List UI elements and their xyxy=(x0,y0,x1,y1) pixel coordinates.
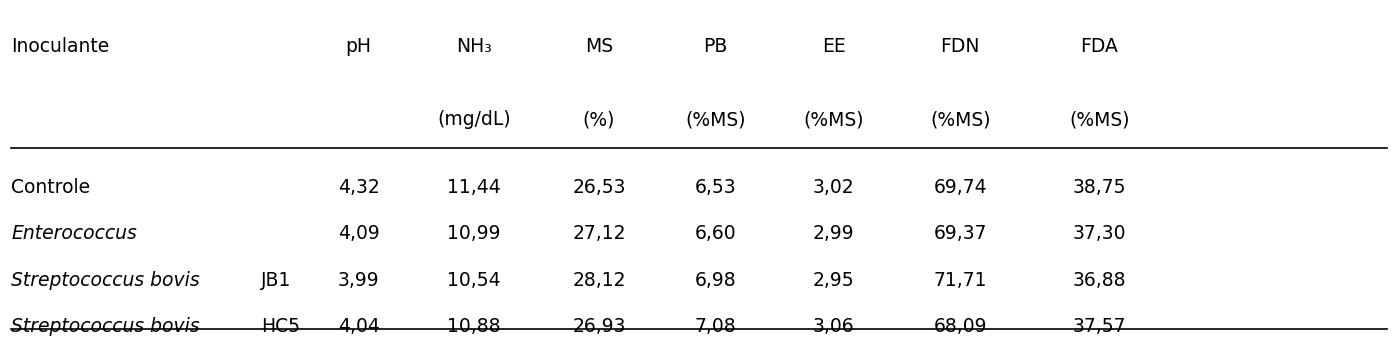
Text: MS: MS xyxy=(584,37,612,56)
Text: 6,53: 6,53 xyxy=(695,178,737,197)
Text: 2,99: 2,99 xyxy=(814,224,854,244)
Text: 6,98: 6,98 xyxy=(695,271,737,290)
Text: 28,12: 28,12 xyxy=(572,271,626,290)
Text: 26,93: 26,93 xyxy=(572,317,626,336)
Text: JB1: JB1 xyxy=(261,271,291,290)
Text: 27,12: 27,12 xyxy=(572,224,626,244)
Text: 3,99: 3,99 xyxy=(338,271,379,290)
Text: 37,30: 37,30 xyxy=(1072,224,1125,244)
Text: Controle: Controle xyxy=(11,178,91,197)
Text: 6,60: 6,60 xyxy=(695,224,737,244)
Text: 2,95: 2,95 xyxy=(814,271,854,290)
Text: 10,99: 10,99 xyxy=(447,224,500,244)
Text: 38,75: 38,75 xyxy=(1072,178,1125,197)
Text: FDN: FDN xyxy=(941,37,980,56)
Text: PB: PB xyxy=(703,37,728,56)
Text: 7,08: 7,08 xyxy=(695,317,737,336)
Text: Streptococcus bovis: Streptococcus bovis xyxy=(11,317,206,336)
Text: 69,37: 69,37 xyxy=(934,224,987,244)
Text: FDA: FDA xyxy=(1081,37,1118,56)
Text: 37,57: 37,57 xyxy=(1072,317,1125,336)
Text: Enterococcus: Enterococcus xyxy=(11,224,137,244)
Text: 69,74: 69,74 xyxy=(934,178,987,197)
Text: Streptococcus bovis: Streptococcus bovis xyxy=(11,271,206,290)
Text: 36,88: 36,88 xyxy=(1072,271,1125,290)
Text: 4,04: 4,04 xyxy=(337,317,379,336)
Text: NH₃: NH₃ xyxy=(456,37,492,56)
Text: 10,88: 10,88 xyxy=(447,317,500,336)
Text: (%MS): (%MS) xyxy=(685,110,747,129)
Text: 10,54: 10,54 xyxy=(447,271,500,290)
Text: EE: EE xyxy=(822,37,846,56)
Text: Inoculante: Inoculante xyxy=(11,37,109,56)
Text: (%MS): (%MS) xyxy=(930,110,991,129)
Text: 71,71: 71,71 xyxy=(934,271,987,290)
Text: 26,53: 26,53 xyxy=(572,178,626,197)
Text: 68,09: 68,09 xyxy=(934,317,987,336)
Text: pH: pH xyxy=(345,37,372,56)
Text: (mg/dL): (mg/dL) xyxy=(438,110,510,129)
Text: (%MS): (%MS) xyxy=(804,110,864,129)
Text: 3,06: 3,06 xyxy=(814,317,854,336)
Text: 4,09: 4,09 xyxy=(338,224,379,244)
Text: (%): (%) xyxy=(583,110,615,129)
Text: 11,44: 11,44 xyxy=(447,178,500,197)
Text: (%MS): (%MS) xyxy=(1069,110,1130,129)
Text: 4,32: 4,32 xyxy=(338,178,379,197)
Text: 3,02: 3,02 xyxy=(814,178,854,197)
Text: HC5: HC5 xyxy=(261,317,299,336)
